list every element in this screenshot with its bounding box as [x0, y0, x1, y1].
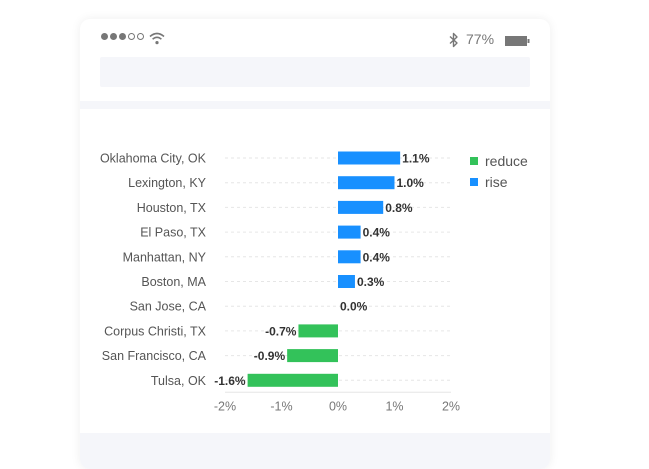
value-label: 0.3% [357, 275, 385, 289]
battery-percent: 77% [466, 31, 495, 47]
value-label: 0.8% [385, 201, 413, 215]
category-label: San Jose, CA [130, 300, 207, 314]
legend-item-rise[interactable]: rise [470, 171, 528, 192]
bars [247, 151, 401, 387]
section-divider-bottom [80, 433, 550, 469]
category-label: Manhattan, NY [123, 250, 207, 264]
x-tick-label: 2% [442, 399, 460, 413]
value-label: -0.7% [265, 324, 297, 338]
labels: Oklahoma City, OK 1.1% Lexington, KY 1.0% Ho… [100, 152, 460, 414]
bar-rise [338, 250, 361, 264]
category-label: San Francisco, CA [102, 349, 207, 363]
bar-reduce [298, 324, 338, 338]
legend-swatch-rise [470, 177, 478, 186]
x-tick-label: 1% [385, 399, 403, 413]
legend-item-reduce[interactable]: reduce [470, 150, 528, 171]
battery-icon [505, 36, 530, 46]
bar-chart: Oklahoma City, OK 1.1% Lexington, KY 1.0% Ho… [100, 151, 460, 414]
category-label: Houston, TX [137, 201, 207, 215]
category-label: El Paso, TX [140, 226, 206, 240]
bar-rise [338, 225, 361, 239]
x-tick-label: 0% [329, 399, 347, 413]
status-bar: 77% [80, 19, 550, 63]
bar-rise [338, 275, 355, 288]
category-label: Boston, MA [141, 275, 206, 289]
wifi-icon [149, 32, 165, 45]
bar-rise [338, 200, 384, 214]
category-label: Corpus Christi, TX [104, 324, 207, 338]
section-divider [80, 101, 550, 109]
bluetooth-icon [449, 32, 458, 48]
category-label: Lexington, KY [128, 176, 206, 190]
x-tick-label: -2% [214, 399, 236, 413]
value-label: 0.0% [340, 300, 368, 314]
value-label: 0.4% [363, 226, 391, 240]
value-label: 1.1% [402, 152, 430, 166]
bar-rise [338, 176, 395, 190]
signal-dots-icon [101, 33, 144, 40]
value-label: 1.0% [397, 176, 425, 190]
chart-legend: reduce rise [470, 150, 528, 192]
bar-reduce [247, 373, 338, 387]
bar-reduce [287, 349, 338, 363]
value-label: -0.9% [254, 349, 286, 363]
phone-frame: 77% Oklahoma City, OK 1.1% Lexington, KY 1.… [80, 19, 550, 469]
category-label: Tulsa, OK [151, 374, 207, 388]
legend-swatch-reduce [470, 156, 478, 165]
x-tick-label: -1% [270, 399, 292, 413]
value-label: 0.4% [363, 250, 391, 264]
bar-rise [338, 151, 401, 165]
value-label: -1.6% [214, 374, 246, 388]
search-bar[interactable] [100, 57, 530, 87]
legend-label-rise: rise [485, 173, 508, 190]
category-label: Oklahoma City, OK [100, 152, 207, 166]
legend-label-reduce: reduce [485, 152, 528, 169]
